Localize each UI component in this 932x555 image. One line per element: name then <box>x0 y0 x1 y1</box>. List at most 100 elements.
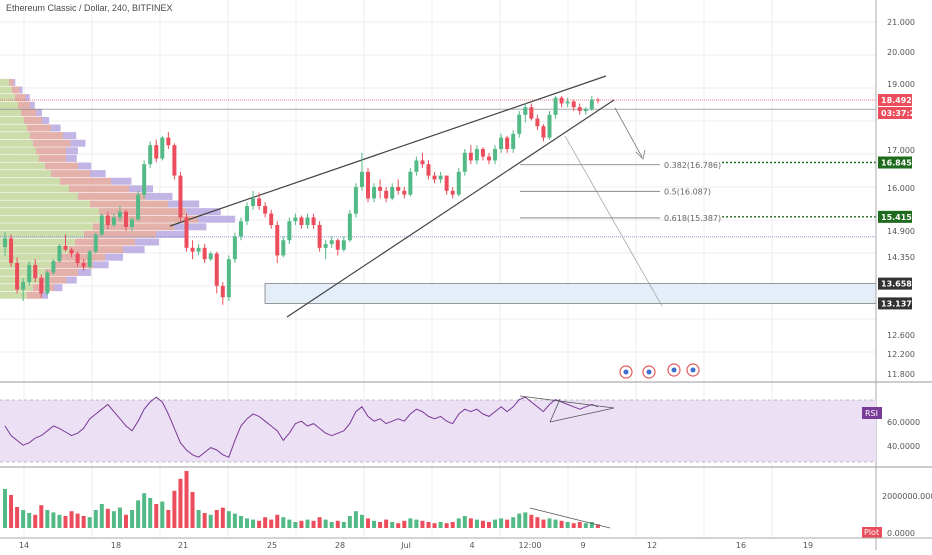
candle-body <box>208 253 213 260</box>
candle-body <box>124 211 128 227</box>
rsi-tag: RSI <box>865 409 878 418</box>
volume-profile-up <box>0 162 45 170</box>
volume-bar <box>51 512 56 528</box>
volume-profile-va <box>51 124 61 132</box>
volume-bar <box>450 522 455 528</box>
volume-bar <box>372 520 377 528</box>
candle-body <box>87 251 92 267</box>
candle-body <box>111 217 116 226</box>
volume-profile-up <box>0 246 69 254</box>
last-price-tag: 18.492 <box>881 96 912 105</box>
candle-body <box>432 175 437 180</box>
candle-body <box>93 234 98 252</box>
volume-profile-up <box>0 177 60 185</box>
volume-profile-va <box>13 78 16 86</box>
time-axis-tick: 16 <box>736 541 746 550</box>
candle-body <box>444 175 449 191</box>
event-flag-dot <box>646 369 652 375</box>
volume-bar <box>505 519 510 528</box>
candle-body <box>75 253 80 264</box>
candle-body <box>130 219 135 227</box>
rsi-tag-bg <box>862 407 882 419</box>
candle-body <box>293 217 298 222</box>
volume-profile-down <box>51 170 90 178</box>
candle-body <box>184 217 189 248</box>
volume-bar <box>81 516 86 528</box>
volume-profile-va <box>186 208 221 216</box>
volume-bar <box>523 512 528 528</box>
event-flag-dot <box>690 367 696 373</box>
volume-bar <box>553 519 558 528</box>
volume-bar <box>311 520 316 528</box>
volume-profile-va <box>135 238 159 246</box>
candle-body <box>81 263 86 267</box>
volume-profile-va <box>145 192 173 200</box>
candle-body <box>263 206 268 214</box>
rsi-triangle-lower <box>549 407 615 423</box>
volume-bar <box>226 511 231 528</box>
candle-body <box>408 171 413 195</box>
volume-bar <box>317 517 322 528</box>
candle-body <box>420 160 425 165</box>
volume-bar <box>402 520 407 528</box>
volume-bar <box>565 522 570 528</box>
volume-profile-va <box>63 132 77 140</box>
volume-profile-va <box>25 94 30 102</box>
time-axis-tick: 21 <box>178 541 188 550</box>
volume-profile-down <box>84 230 156 238</box>
volume-bar <box>390 522 395 528</box>
volume-bar <box>269 519 274 528</box>
candle-body <box>450 190 455 195</box>
volume-bar <box>480 520 485 528</box>
volume-bar <box>384 519 389 528</box>
volume-bar <box>577 522 582 528</box>
zone-bottom-tag-bg <box>878 297 912 310</box>
price-axis-tick: 12.600 <box>887 331 915 340</box>
volume-bar <box>142 493 147 528</box>
volume-bar <box>468 518 473 528</box>
volume-profile-down <box>30 132 63 140</box>
volume-profile-down <box>60 177 111 185</box>
volume-bar <box>329 522 334 528</box>
candle-body <box>347 213 352 241</box>
volume-bar <box>130 510 135 528</box>
volume-profile-down <box>105 215 198 223</box>
candle-body <box>15 263 20 290</box>
volume-bar <box>154 504 159 528</box>
volume-profile-down <box>21 109 36 117</box>
candle-body <box>511 133 516 150</box>
countdown-tag-bg <box>878 107 912 119</box>
volume-bar <box>559 520 564 528</box>
volume-bar <box>39 505 44 528</box>
candle-body <box>366 171 370 199</box>
event-flag-dot <box>623 369 629 375</box>
volume-tag-bg <box>862 527 882 538</box>
volume-bar <box>487 522 491 528</box>
volume-profile-up <box>0 147 36 155</box>
candle-body <box>21 282 26 290</box>
zone-bottom-tag: 13.137 <box>881 299 912 308</box>
volume-bar <box>196 510 201 528</box>
volume-profile-va <box>78 162 92 170</box>
volume-profile-down <box>39 154 66 162</box>
candle-body <box>281 240 286 256</box>
volume-profile-va <box>66 276 77 284</box>
volume-profile-va <box>168 200 200 208</box>
projection-arrow-line <box>614 107 643 158</box>
volume-profile-up <box>0 132 30 140</box>
volume-bar <box>287 519 292 528</box>
candle-body <box>480 149 485 157</box>
candle-body <box>595 99 600 101</box>
volume-bar <box>378 522 383 528</box>
target-price-tag-bg <box>878 156 912 169</box>
volume-profile-down <box>15 94 26 102</box>
volume-profile-va <box>19 86 23 94</box>
candle-body <box>251 198 256 207</box>
candle-body <box>523 107 528 115</box>
candle-body <box>39 278 44 294</box>
price-axis-tick: 14.900 <box>887 227 915 236</box>
volume-profile-va <box>198 215 236 223</box>
volume-bar <box>178 478 183 528</box>
countdown-tag: 03:37:26 <box>881 109 921 118</box>
